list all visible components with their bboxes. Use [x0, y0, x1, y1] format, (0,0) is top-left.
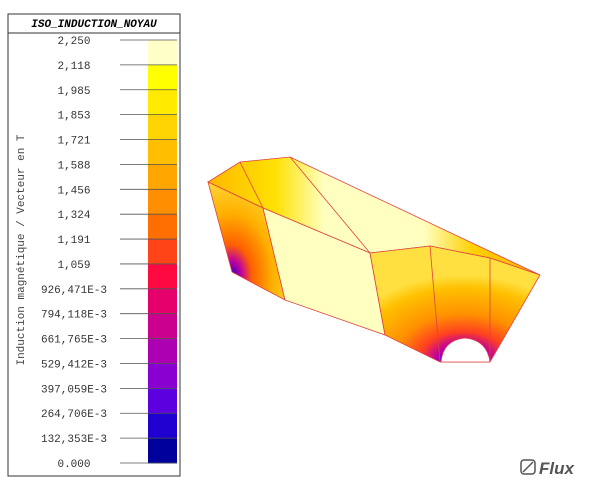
color-band — [148, 338, 177, 364]
level-label: 794,118E-3 — [41, 310, 107, 322]
color-bar — [148, 40, 177, 464]
level-label: 661,765E-3 — [41, 335, 107, 347]
color-band — [148, 363, 177, 389]
level-label: 1,588 — [57, 160, 90, 172]
color-band — [148, 239, 177, 265]
level-label: 397,059E-3 — [41, 384, 107, 396]
color-band — [148, 164, 177, 190]
color-band — [148, 139, 177, 165]
color-band — [148, 214, 177, 240]
quantity-label: Induction magnétique / Vecteur en T — [16, 134, 28, 365]
color-band — [148, 263, 177, 290]
level-label: 1,853 — [57, 111, 90, 123]
color-band — [148, 114, 177, 141]
color-band — [148, 189, 177, 215]
edge — [429, 245, 441, 363]
edge — [239, 161, 264, 209]
logo-text: Flux — [539, 459, 575, 478]
color-band — [148, 89, 177, 116]
level-label: 1,721 — [57, 136, 90, 148]
logo-icon — [520, 459, 536, 475]
logo: Flux — [520, 459, 575, 478]
bore — [440, 337, 491, 363]
level-label: 1,191 — [57, 235, 90, 247]
color-band — [148, 288, 177, 315]
legend-title: ISO_INDUCTION_NOYAU — [31, 19, 157, 31]
level-label: 1,324 — [57, 210, 90, 222]
color-band — [148, 388, 177, 414]
edge — [289, 156, 371, 254]
level-label: 1,985 — [57, 86, 90, 98]
3d-model — [207, 156, 541, 363]
color-band — [148, 413, 177, 439]
level-label: 2,250 — [57, 36, 90, 48]
color-band — [148, 313, 177, 340]
level-label: 529,412E-3 — [41, 359, 107, 371]
level-label: 1,456 — [57, 185, 90, 197]
level-labels: 2,250 2,118 1,985 1,853 1,721 1,588 1,456 1,324… — [41, 36, 177, 471]
level-label: 2,118 — [57, 61, 90, 73]
color-band — [148, 64, 177, 91]
color-band — [148, 40, 177, 66]
level-label: 1,059 — [57, 260, 90, 272]
level-label: 264,706E-3 — [41, 409, 107, 421]
model-right-face — [369, 245, 541, 363]
logo-icon-stroke — [522, 461, 534, 473]
level-label: 0.000 — [57, 459, 90, 471]
color-band — [148, 438, 177, 464]
level-label: 926,471E-3 — [41, 285, 107, 297]
level-label: 132,353E-3 — [41, 434, 107, 446]
